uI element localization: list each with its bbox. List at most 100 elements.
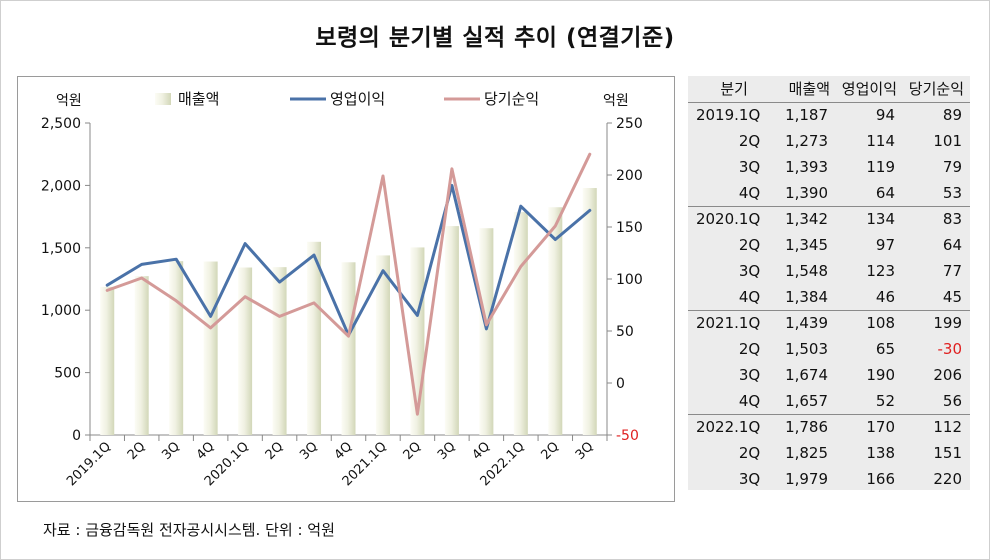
- source-note: 자료 : 금융감독원 전자공시시스템. 단위 : 억원: [43, 521, 335, 539]
- cell-operating-profit: 138: [866, 444, 895, 462]
- revenue-bar: [513, 212, 528, 435]
- cell-net-income: 64: [942, 236, 962, 254]
- x-axis-category-label: 2Q: [263, 439, 287, 463]
- x-axis-category-label: 4Q: [332, 439, 356, 463]
- cell-revenue: 1,345: [785, 236, 829, 254]
- cell-quarter: 2Q: [738, 340, 761, 358]
- revenue-bar: [238, 267, 253, 435]
- table-row: 4Q 1,390 64 53: [688, 180, 970, 206]
- revenue-bar: [548, 207, 563, 435]
- cell-operating-profit: 64: [875, 183, 895, 202]
- cell-net-income: 112: [903, 413, 970, 440]
- x-axis-category-label: 2Q: [125, 439, 149, 463]
- page-title: 보령의 분기별 실적 추이 (연결기준): [315, 25, 675, 51]
- cell-operating-profit: 46: [875, 287, 895, 306]
- cell-quarter: 4Q: [738, 287, 761, 306]
- table-row: 2021.1Q 1,439 108 199: [688, 309, 970, 336]
- left-axis-tick-label: 1,000: [41, 303, 81, 319]
- table-row: 2Q 1,825 138 151: [688, 440, 970, 466]
- legend-swatch-revenue: [155, 93, 171, 105]
- table-row: 3Q 1,674 190 206: [688, 362, 970, 388]
- cell-net-income: -30: [937, 340, 963, 358]
- cell-quarter: 2019.1Q: [695, 106, 761, 125]
- x-axis-category-label: 4Q: [469, 439, 493, 463]
- cell-operating-profit: 97: [875, 236, 895, 254]
- right-axis-unit-label: 억원: [603, 93, 629, 109]
- revenue-bar: [582, 188, 597, 435]
- table-row: 4Q 1,384 46 45: [688, 284, 970, 310]
- cell-quarter: 2020.1Q: [688, 205, 781, 232]
- revenue-bar: [100, 286, 115, 435]
- cell-operating-profit: 52: [875, 391, 895, 410]
- cell-revenue: 1,657: [785, 391, 829, 410]
- cell-net-income: 199: [903, 309, 970, 336]
- left-axis-unit-label: 억원: [56, 93, 82, 109]
- net-income-line: [105, 152, 592, 416]
- cell-quarter: 2Q: [738, 132, 761, 150]
- left-axis-tick-label: 2,500: [41, 116, 81, 132]
- cell-operating-profit: 119: [866, 158, 895, 176]
- table-row: 2020.1Q 1,342 134 83: [688, 205, 970, 232]
- cell-net-income: 83: [903, 205, 970, 232]
- col-header-revenue: 매출액: [780, 76, 837, 103]
- cell-revenue: 1,979: [785, 470, 829, 488]
- table-row: 2Q 1,503 65 -30: [688, 336, 970, 362]
- legend-label-net-income: 당기순익: [484, 90, 539, 108]
- cell-net-income: 206: [933, 366, 962, 384]
- cell-revenue: 1,390: [785, 183, 829, 202]
- revenue-bar: [203, 261, 218, 435]
- cell-operating-profit: 166: [866, 470, 895, 488]
- cell-quarter: 3Q: [738, 470, 761, 488]
- cell-operating-profit: 65: [875, 340, 895, 358]
- cell-net-income: 101: [933, 132, 962, 150]
- cell-revenue: 1,187: [785, 106, 829, 125]
- right-axis-tick-label: 50: [616, 324, 634, 340]
- col-header-quarter: 분기: [688, 76, 781, 103]
- cell-net-income: 220: [933, 470, 962, 488]
- left-axis-tick-label: 2,000: [41, 178, 81, 194]
- cell-quarter: 4Q: [738, 183, 761, 202]
- x-axis-category-label: 3Q: [159, 439, 183, 463]
- right-axis-tick-label: 150: [616, 220, 643, 236]
- legend-label-revenue: 매출액: [178, 90, 219, 108]
- cell-quarter: 2Q: [738, 236, 761, 254]
- table-row: 2Q 1,345 97 64: [688, 232, 970, 258]
- cell-net-income: 56: [942, 391, 962, 410]
- cell-revenue: 1,503: [785, 340, 829, 358]
- x-axis-category-label: 4Q: [194, 439, 218, 463]
- table-row: 4Q 1,657 52 56: [688, 388, 970, 414]
- legend-label-operating-profit: 영업이익: [330, 90, 385, 108]
- col-header-operating-profit: 영업이익: [836, 76, 903, 103]
- left-axis-tick-label: 500: [54, 366, 81, 382]
- cell-quarter: 2021.1Q: [688, 309, 781, 336]
- cell-quarter: 3Q: [738, 158, 761, 176]
- cell-revenue: 1,273: [785, 132, 829, 150]
- table-header-row: 분기 매출액 영업이익 당기순익: [688, 76, 970, 103]
- revenue-bar: [479, 228, 494, 435]
- cell-quarter: 3Q: [738, 262, 761, 280]
- x-axis-category-label: 3Q: [297, 439, 321, 463]
- cell-revenue: 1,786: [780, 413, 837, 440]
- right-axis-tick-label: 200: [616, 168, 643, 184]
- x-axis-category-label: 2019.1Q: [64, 439, 114, 489]
- cell-quarter: 4Q: [738, 391, 761, 410]
- summary-table-panel: 분기 매출액 영업이익 당기순익 2019.1Q 1,187 94 89 2Q 1,273…: [688, 76, 970, 490]
- right-axis-tick-label: 250: [616, 116, 643, 132]
- cell-net-income: 77: [942, 262, 962, 280]
- cell-net-income: 45: [942, 287, 962, 306]
- cell-net-income: 79: [942, 158, 962, 176]
- x-axis-category-label: 2Q: [538, 439, 562, 463]
- x-axis-category-label: 2Q: [401, 439, 425, 463]
- cell-revenue: 1,384: [785, 287, 829, 306]
- cell-operating-profit: 170: [836, 413, 903, 440]
- table-row: 2022.1Q 1,786 170 112: [688, 413, 970, 440]
- cell-revenue: 1,825: [785, 444, 829, 462]
- combo-chart: 0 500 1,000 1,500 2,000 2,500 -50 0 50 100 150 200 2…: [41, 90, 643, 489]
- right-axis-tick-label: 100: [616, 272, 643, 288]
- cell-quarter: 2022.1Q: [688, 413, 781, 440]
- cell-net-income: 89: [942, 106, 962, 125]
- left-axis-tick-label: 0: [72, 428, 81, 444]
- revenue-bar: [341, 262, 356, 435]
- revenue-bar: [375, 255, 390, 435]
- cell-revenue: 1,439: [780, 309, 837, 336]
